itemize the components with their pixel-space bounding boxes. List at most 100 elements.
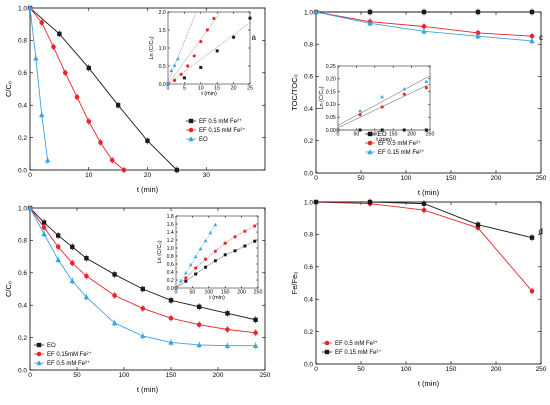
legend-marker bbox=[367, 140, 373, 146]
inset-y-tick-label: 0.0 bbox=[159, 82, 166, 88]
inset-data-point bbox=[380, 128, 384, 132]
data-point bbox=[55, 257, 61, 263]
inset-y-tick-label: 0.15 bbox=[326, 89, 336, 95]
y-tick-label: 0.4 bbox=[18, 102, 27, 109]
legend-marker bbox=[367, 149, 373, 155]
data-point bbox=[86, 119, 92, 124]
inset-x-tick-label: 150 bbox=[389, 131, 398, 137]
data-point bbox=[121, 167, 127, 173]
chart-panel-c: 0 50 100 150 200 250 0.0 0.2 0.4 0.6 0.8 1.0 t (min)… bbox=[290, 8, 547, 197]
inset-y-tick-label: 0.00 bbox=[326, 128, 336, 134]
data-point bbox=[83, 294, 90, 300]
inset-data-point bbox=[243, 244, 247, 248]
x-tick-label: 250 bbox=[260, 372, 271, 379]
y-tick-label: 0.4 bbox=[304, 106, 313, 113]
y-axis-label: C/C₀ bbox=[4, 81, 13, 97]
data-point bbox=[41, 231, 47, 237]
x-tick-label: 200 bbox=[491, 366, 502, 373]
inset-y-tick-label: 0.2 bbox=[167, 278, 174, 284]
y-tick-label: 0.8 bbox=[304, 232, 313, 239]
legend-marker bbox=[36, 342, 42, 348]
legend-label: EO bbox=[47, 343, 56, 349]
legend-marker bbox=[36, 351, 42, 357]
panel-label: d bbox=[539, 227, 543, 236]
x-tick-label: 250 bbox=[536, 366, 547, 373]
panel-label: a bbox=[252, 33, 257, 42]
y-axis-label: Fe/Fe₀ bbox=[290, 272, 299, 295]
x-tick-label: 250 bbox=[536, 175, 547, 182]
data-point bbox=[367, 20, 373, 26]
data-point bbox=[44, 157, 51, 163]
inset-x-tick-label: 150 bbox=[221, 289, 230, 295]
legend-marker bbox=[188, 127, 194, 133]
data-point bbox=[69, 278, 76, 284]
x-tick-label: 150 bbox=[166, 372, 177, 379]
data-point bbox=[168, 339, 174, 345]
y-tick-label: 0.0 bbox=[304, 170, 313, 177]
inset-x-tick-label: 15 bbox=[214, 85, 220, 91]
data-point bbox=[111, 320, 118, 326]
inset-data-point bbox=[194, 266, 198, 270]
inset-data-point bbox=[402, 92, 406, 96]
legend-label: EO bbox=[199, 137, 208, 143]
x-tick-label: 0 bbox=[314, 175, 318, 182]
y-tick-label: 0.2 bbox=[304, 329, 313, 336]
x-tick-label: 20 bbox=[144, 172, 152, 179]
data-point bbox=[224, 342, 231, 348]
inset-data-point bbox=[182, 76, 186, 80]
inset-x-tick-label: 50 bbox=[190, 289, 196, 295]
legend-label: EF 0.15 mM Fe²⁺ bbox=[199, 127, 246, 134]
inset-data-point bbox=[184, 279, 188, 283]
inset-data-point bbox=[424, 86, 428, 90]
data-point bbox=[41, 225, 47, 230]
inset-data-point bbox=[175, 56, 180, 61]
data-point bbox=[115, 103, 121, 108]
chart-panel-b: 0 50 100 150 200 250 0.0 0.2 0.4 0.6 0.8 1.0 t (min)… bbox=[4, 205, 271, 394]
inset-y-axis-label: Ln (C/C₀) bbox=[157, 240, 163, 263]
data-point bbox=[98, 140, 103, 145]
x-tick-label: 100 bbox=[401, 366, 412, 373]
legend-label: EF 0.5 mM Fe²⁺ bbox=[378, 140, 421, 147]
inset-y-tick-label: 0.0 bbox=[167, 286, 174, 292]
y-tick-label: 0.4 bbox=[304, 296, 313, 303]
inset-data-point bbox=[223, 241, 227, 245]
inset-data-point bbox=[380, 94, 385, 99]
x-tick-label: 150 bbox=[446, 366, 457, 373]
inset-data-point bbox=[192, 54, 196, 58]
inset-x-tick-label: 10 bbox=[198, 85, 204, 91]
y-axis-label: TOC/TOC₀ bbox=[290, 74, 299, 111]
inset-y-tick-label: 1.6 bbox=[167, 222, 174, 228]
data-point bbox=[225, 327, 230, 332]
inset-x-tick-label: 100 bbox=[204, 289, 213, 295]
data-point bbox=[69, 260, 75, 266]
series-line bbox=[29, 7, 49, 161]
y-tick-label: 0.6 bbox=[304, 74, 313, 81]
inset-chart-a: 0 5 10 15 20 25 0.0 0.5 1.0 1.5 2.0 t (min) Ln (C/C₀… bbox=[149, 10, 253, 97]
inset-series-line bbox=[175, 240, 255, 289]
data-point bbox=[529, 288, 535, 294]
data-point bbox=[51, 44, 56, 50]
inset-y-tick-label: 0.20 bbox=[326, 77, 336, 83]
inset-data-point bbox=[186, 64, 190, 68]
inset-data-point bbox=[233, 249, 237, 253]
data-point bbox=[529, 235, 535, 240]
inset-data-point bbox=[213, 249, 217, 253]
inset-data-point bbox=[194, 272, 198, 276]
inset-data-point bbox=[184, 276, 188, 280]
data-point bbox=[84, 273, 89, 279]
legend-marker bbox=[367, 131, 373, 137]
data-point bbox=[253, 330, 258, 336]
y-tick-label: 0.2 bbox=[18, 135, 27, 142]
data-point bbox=[112, 293, 117, 298]
data-point bbox=[70, 244, 75, 250]
inset-data-point bbox=[193, 254, 198, 259]
inset-series-line bbox=[175, 225, 255, 289]
data-point bbox=[140, 333, 146, 339]
inset-plot-frame bbox=[167, 11, 251, 85]
y-tick-label: 0.4 bbox=[18, 302, 27, 309]
inset-data-point bbox=[243, 229, 247, 233]
inset-x-axis-label: t (min) bbox=[376, 137, 392, 143]
inset-data-point bbox=[208, 230, 213, 235]
inset-data-point bbox=[424, 79, 429, 83]
